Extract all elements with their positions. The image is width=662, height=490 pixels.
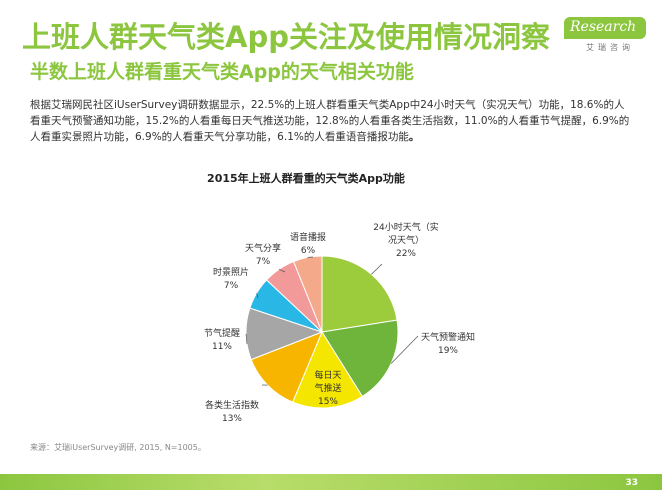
pie-slice-3 [250, 331, 323, 403]
research-logo: Research 艾瑞咨询 [564, 17, 646, 57]
page-subtitle: 半数上班人群看重天气类App的天气相关功能 [30, 61, 414, 83]
chart-title: 2015年上班人群看重的天气类App功能 [207, 171, 405, 185]
slice-label-3: 各类生活指数 13% [205, 399, 259, 424]
slice-label-6: 天气分享 7% [245, 242, 281, 267]
slice-label-5: 时景照片 7% [213, 266, 249, 291]
pie-chart: 2015年上班人群看重的天气类App功能 24小时天气（实况天气） 22% 天气预警… [204, 171, 475, 424]
description-text: 根据艾瑞网民社区iUserSurvey调研数据显示，22.5%的上班人群看重天气… [30, 99, 630, 143]
footer-bar: 33 [0, 474, 662, 490]
leader-line-1 [390, 335, 419, 364]
leader-line-6 [278, 268, 286, 273]
slice-label-0: 24小时天气（实况天气） 22% [373, 221, 438, 259]
description-end: 。 [408, 131, 420, 143]
pie-slice-0 [321, 255, 398, 333]
slice-label-1: 天气预警通知 19% [421, 331, 475, 356]
pie-slice-1 [321, 319, 399, 398]
leader-line-4 [245, 333, 248, 345]
leader-line-0 [371, 263, 383, 275]
source-note: 来源：艾瑞iUserSurvey调研, 2015, N=1005。 [30, 443, 206, 452]
logo-badge: Research [564, 17, 646, 39]
slice-label-4: 节气提醒 11% [204, 327, 240, 352]
pie-slice-2 [292, 330, 364, 409]
slice-label-2: 每日天气推送 15% [314, 369, 341, 407]
page-title: 上班人群天气类App关注及使用情况洞察 [22, 20, 550, 54]
logo-text: Research [570, 19, 637, 35]
logo-cn-text: 艾瑞咨询 [586, 43, 634, 52]
description: 根据艾瑞网民社区iUserSurvey调研数据显示，22.5%的上班人群看重天气… [30, 97, 630, 145]
slice-label-7: 语音播报 6% [290, 231, 326, 256]
leader-line-5 [256, 293, 259, 299]
page-number: 33 [625, 478, 638, 488]
